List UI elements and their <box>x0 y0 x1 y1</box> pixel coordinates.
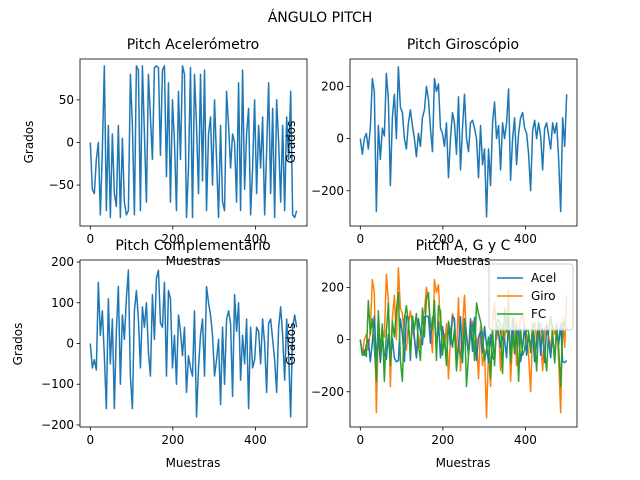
y-tick-label: 50 <box>59 93 74 107</box>
y-axis-label: Grados <box>284 323 298 366</box>
x-axis-label: Muestras <box>436 254 491 268</box>
series-line <box>89 269 298 418</box>
x-tick-label: 200 <box>431 433 454 447</box>
subplot-pitch-complementario: Pitch Complementario Muestras Grados 0 20… <box>11 238 308 470</box>
series-line <box>89 65 298 219</box>
legend-label: FC <box>531 307 546 321</box>
x-tick-label: 0 <box>86 433 94 447</box>
y-tick-label: −200 <box>311 184 344 198</box>
y-tick-label: 200 <box>321 79 344 93</box>
x-tick-label: 400 <box>244 433 267 447</box>
x-tick-label: 200 <box>431 232 454 246</box>
y-axis-label: Grados <box>11 323 25 366</box>
subplot-pitch-a-g-y-c: Pitch A, G y C Muestras Grados 0 200 400 −2… <box>284 238 578 470</box>
legend-label: Acel <box>531 271 556 285</box>
x-tick-label: 400 <box>514 433 537 447</box>
series-line <box>359 66 568 218</box>
subplot-title: Pitch Giroscópio <box>407 37 519 53</box>
x-tick-label: 400 <box>514 232 537 246</box>
y-tick-label: 0 <box>66 337 74 351</box>
y-tick-label: −200 <box>311 385 344 399</box>
legend-label: Giro <box>531 289 556 303</box>
figure-suptitle: ÁNGULO PITCH <box>268 9 373 26</box>
x-tick-label: 400 <box>244 232 267 246</box>
axes-frame <box>349 58 578 227</box>
x-tick-label: 0 <box>356 232 364 246</box>
y-tick-label: 200 <box>321 280 344 294</box>
x-axis-label: Muestras <box>436 456 491 470</box>
subplot-pitch-giroscopio: Pitch Giroscópio Muestras Grados 0 200 400… <box>284 37 578 268</box>
y-tick-label: 0 <box>336 333 344 347</box>
subplot-pitch-acelerometro: Pitch Acelerómetro Muestras Grados 0 200 4… <box>22 37 308 268</box>
y-axis-label: Grados <box>284 121 298 164</box>
subplot-title: Pitch Acelerómetro <box>127 37 259 53</box>
y-tick-label: 0 <box>66 136 74 150</box>
y-tick-label: 200 <box>51 255 74 269</box>
x-tick-label: 0 <box>86 232 94 246</box>
y-tick-label: 100 <box>51 296 74 310</box>
x-axis-label: Muestras <box>166 456 221 470</box>
legend: Acel Giro FC <box>488 263 574 331</box>
x-tick-label: 200 <box>161 433 184 447</box>
subplot-title: Pitch A, G y C <box>416 238 511 254</box>
y-tick-label: 0 <box>336 132 344 146</box>
series-line-giro <box>359 267 568 419</box>
subplot-title: Pitch Complementario <box>115 238 270 254</box>
y-tick-label: −200 <box>41 418 74 432</box>
axes-frame <box>349 259 578 428</box>
x-axis-label: Muestras <box>166 254 221 268</box>
y-tick-label: −50 <box>49 178 74 192</box>
x-tick-label: 0 <box>356 433 364 447</box>
y-tick-label: −100 <box>41 377 74 391</box>
x-tick-label: 200 <box>161 232 184 246</box>
y-axis-label: Grados <box>22 121 36 164</box>
